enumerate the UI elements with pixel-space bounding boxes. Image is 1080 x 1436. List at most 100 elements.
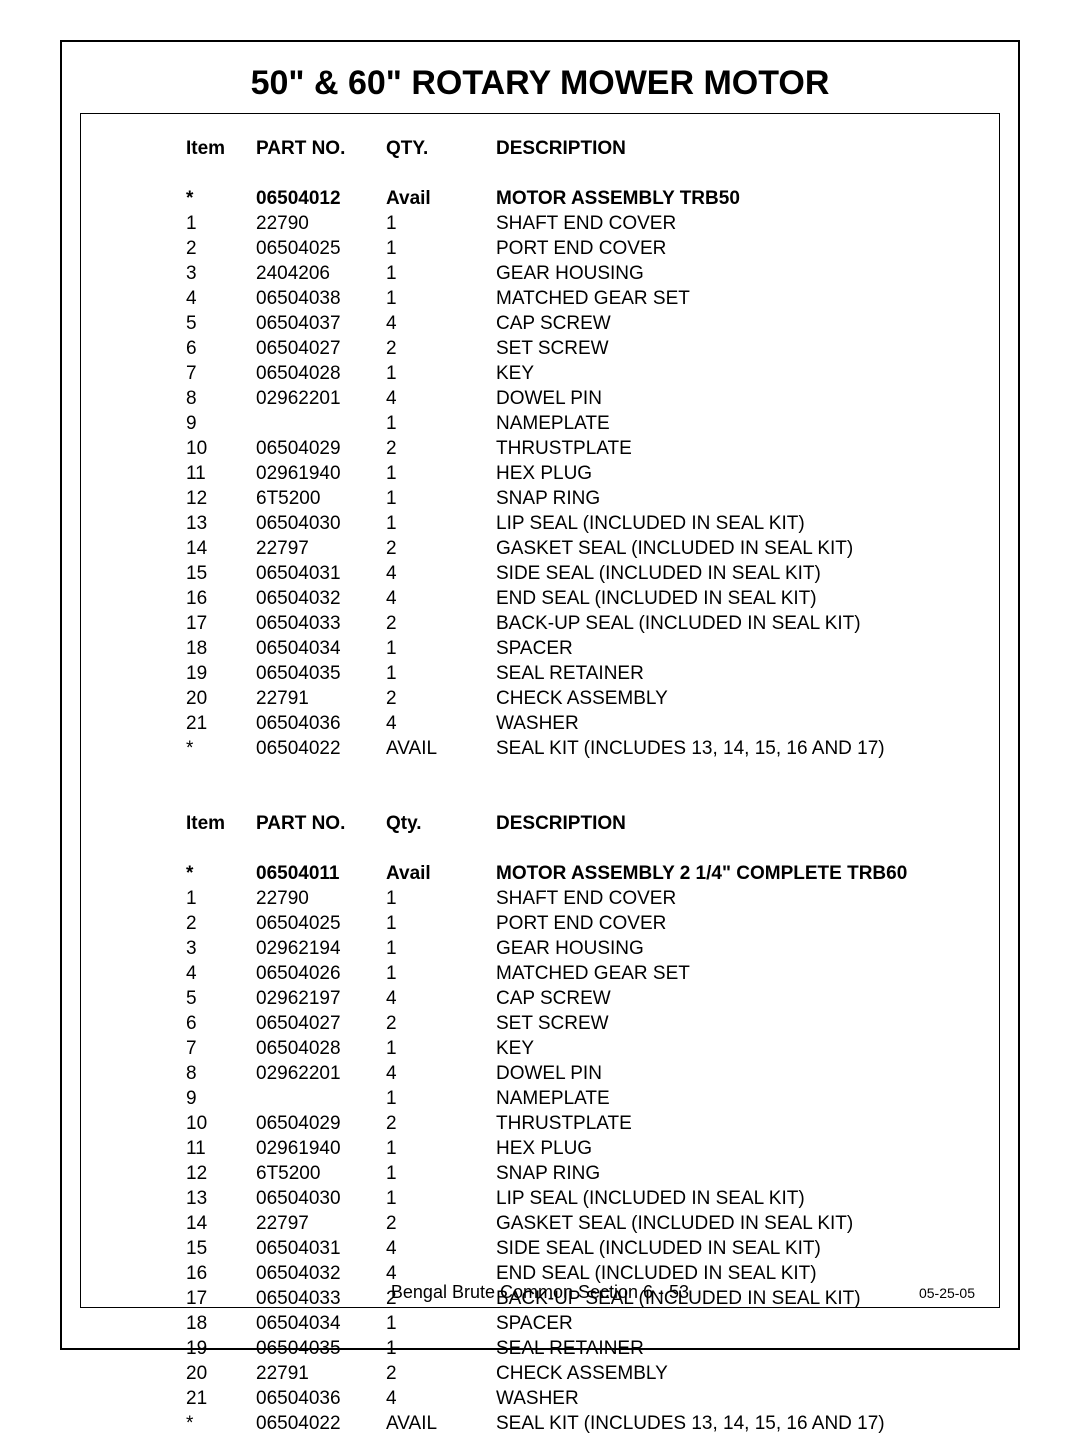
description-cell: MOTOR ASSEMBLY 2 1/4" COMPLETE TRB60 [496,861,969,886]
item-cell: * [186,186,256,211]
description-cell: SEAL RETAINER [496,1336,969,1361]
table-row: 17065040332BACK-UP SEAL (INCLUDED IN SEA… [186,611,969,636]
part-no-cell: 06504036 [256,711,386,736]
part-no-cell: 06504025 [256,911,386,936]
item-cell: 21 [186,1386,256,1411]
part-no-cell: PART NO. [256,136,386,161]
part-no-cell: 02962201 [256,1061,386,1086]
description-cell: MATCHED GEAR SET [496,961,969,986]
description-cell: SEAL KIT (INCLUDES 13, 14, 15, 16 AND 17… [496,1411,969,1436]
table-row: 16065040324END SEAL (INCLUDED IN SEAL KI… [186,586,969,611]
qty-cell: 1 [386,886,496,911]
description-cell: NAMEPLATE [496,1086,969,1111]
item-cell: 5 [186,311,256,336]
qty-cell: 1 [386,661,496,686]
description-cell: SNAP RING [496,486,969,511]
part-no-cell: 06504031 [256,1236,386,1261]
qty-cell: 1 [386,936,496,961]
qty-cell: 1 [386,1036,496,1061]
qty-cell: 1 [386,1336,496,1361]
part-no-cell: 06504034 [256,636,386,661]
item-cell: 1 [186,886,256,911]
qty-cell: 2 [386,1211,496,1236]
qty-cell: Avail [386,861,496,886]
part-no-cell: 22797 [256,536,386,561]
description-cell: KEY [496,1036,969,1061]
qty-cell: 1 [386,911,496,936]
footer-text: Bengal Brute Common Section 6 - 53 [81,1282,999,1303]
table-row: 1227901SHAFT END COVER [186,211,969,236]
qty-cell: 4 [386,711,496,736]
description-cell: CHECK ASSEMBLY [496,686,969,711]
description-cell: END SEAL (INCLUDED IN SEAL KIT) [496,586,969,611]
part-no-cell: 06504029 [256,1111,386,1136]
qty-cell: 1 [386,261,496,286]
item-cell: 12 [186,486,256,511]
description-cell: WASHER [496,711,969,736]
qty-cell: 2 [386,611,496,636]
page-date: 05-25-05 [919,1285,975,1301]
qty-cell: 1 [386,1161,496,1186]
item-cell: 2 [186,236,256,261]
description-cell: THRUSTPLATE [496,436,969,461]
qty-cell: Avail [386,186,496,211]
description-cell: SPACER [496,1311,969,1336]
item-cell: 13 [186,511,256,536]
description-cell: CAP SCREW [496,986,969,1011]
qty-cell: 4 [386,1386,496,1411]
item-cell: * [186,1411,256,1436]
table-row: 7065040281KEY [186,1036,969,1061]
table-row: 19065040351SEAL RETAINER [186,1336,969,1361]
page: 50" & 60" ROTARY MOWER MOTOR ItemPART NO… [0,0,1080,1397]
table-row: *06504012AvailMOTOR ASSEMBLY TRB50 [186,186,969,211]
qty-cell: AVAIL [386,1411,496,1436]
description-cell: GEAR HOUSING [496,936,969,961]
item-cell: Item [186,136,256,161]
table-row: 18065040341SPACER [186,636,969,661]
table-row: ItemPART NO.QTY.DESCRIPTION [186,136,969,161]
table-row: *06504022AVAILSEAL KIT (INCLUDES 13, 14,… [186,1411,969,1436]
description-cell: HEX PLUG [496,461,969,486]
item-cell: 7 [186,1036,256,1061]
description-cell: SIDE SEAL (INCLUDED IN SEAL KIT) [496,1236,969,1261]
part-no-cell: 06504036 [256,1386,386,1411]
table-row: 13065040301LIP SEAL (INCLUDED IN SEAL KI… [186,1186,969,1211]
item-cell: 5 [186,986,256,1011]
table-row: *06504011AvailMOTOR ASSEMBLY 2 1/4" COMP… [186,861,969,886]
table-row: 5029621974CAP SCREW [186,986,969,1011]
qty-cell: 2 [386,336,496,361]
item-cell: 17 [186,611,256,636]
item-cell: 20 [186,686,256,711]
item-cell: 10 [186,436,256,461]
item-cell: 6 [186,1011,256,1036]
description-cell: SET SCREW [496,336,969,361]
description-cell: GEAR HOUSING [496,261,969,286]
table-row: 19065040351SEAL RETAINER [186,661,969,686]
qty-cell: 1 [386,486,496,511]
table-row: 18065040341SPACER [186,1311,969,1336]
qty-cell: 1 [386,1186,496,1211]
item-cell: 3 [186,936,256,961]
qty-cell: 4 [386,986,496,1011]
parts-tables: ItemPART NO.QTY.DESCRIPTION *06504012Avai… [186,136,969,1436]
item-cell: 16 [186,586,256,611]
qty-cell: 4 [386,311,496,336]
description-cell: SHAFT END COVER [496,211,969,236]
item-cell: 8 [186,1061,256,1086]
qty-cell: 4 [386,386,496,411]
item-cell: 19 [186,661,256,686]
part-no-cell: 22791 [256,1361,386,1386]
part-no-cell: 06504027 [256,336,386,361]
description-cell: NAMEPLATE [496,411,969,436]
table-row: 11029619401HEX PLUG [186,1136,969,1161]
item-cell: 6 [186,336,256,361]
qty-cell: AVAIL [386,736,496,761]
qty-cell: 1 [386,511,496,536]
qty-cell: 4 [386,1061,496,1086]
table-row: 2065040251PORT END COVER [186,236,969,261]
item-cell: 13 [186,1186,256,1211]
table-row: 13065040301LIP SEAL (INCLUDED IN SEAL KI… [186,511,969,536]
description-cell: SET SCREW [496,1011,969,1036]
part-no-cell: 06504034 [256,1311,386,1336]
qty-cell: Qty. [386,811,496,836]
